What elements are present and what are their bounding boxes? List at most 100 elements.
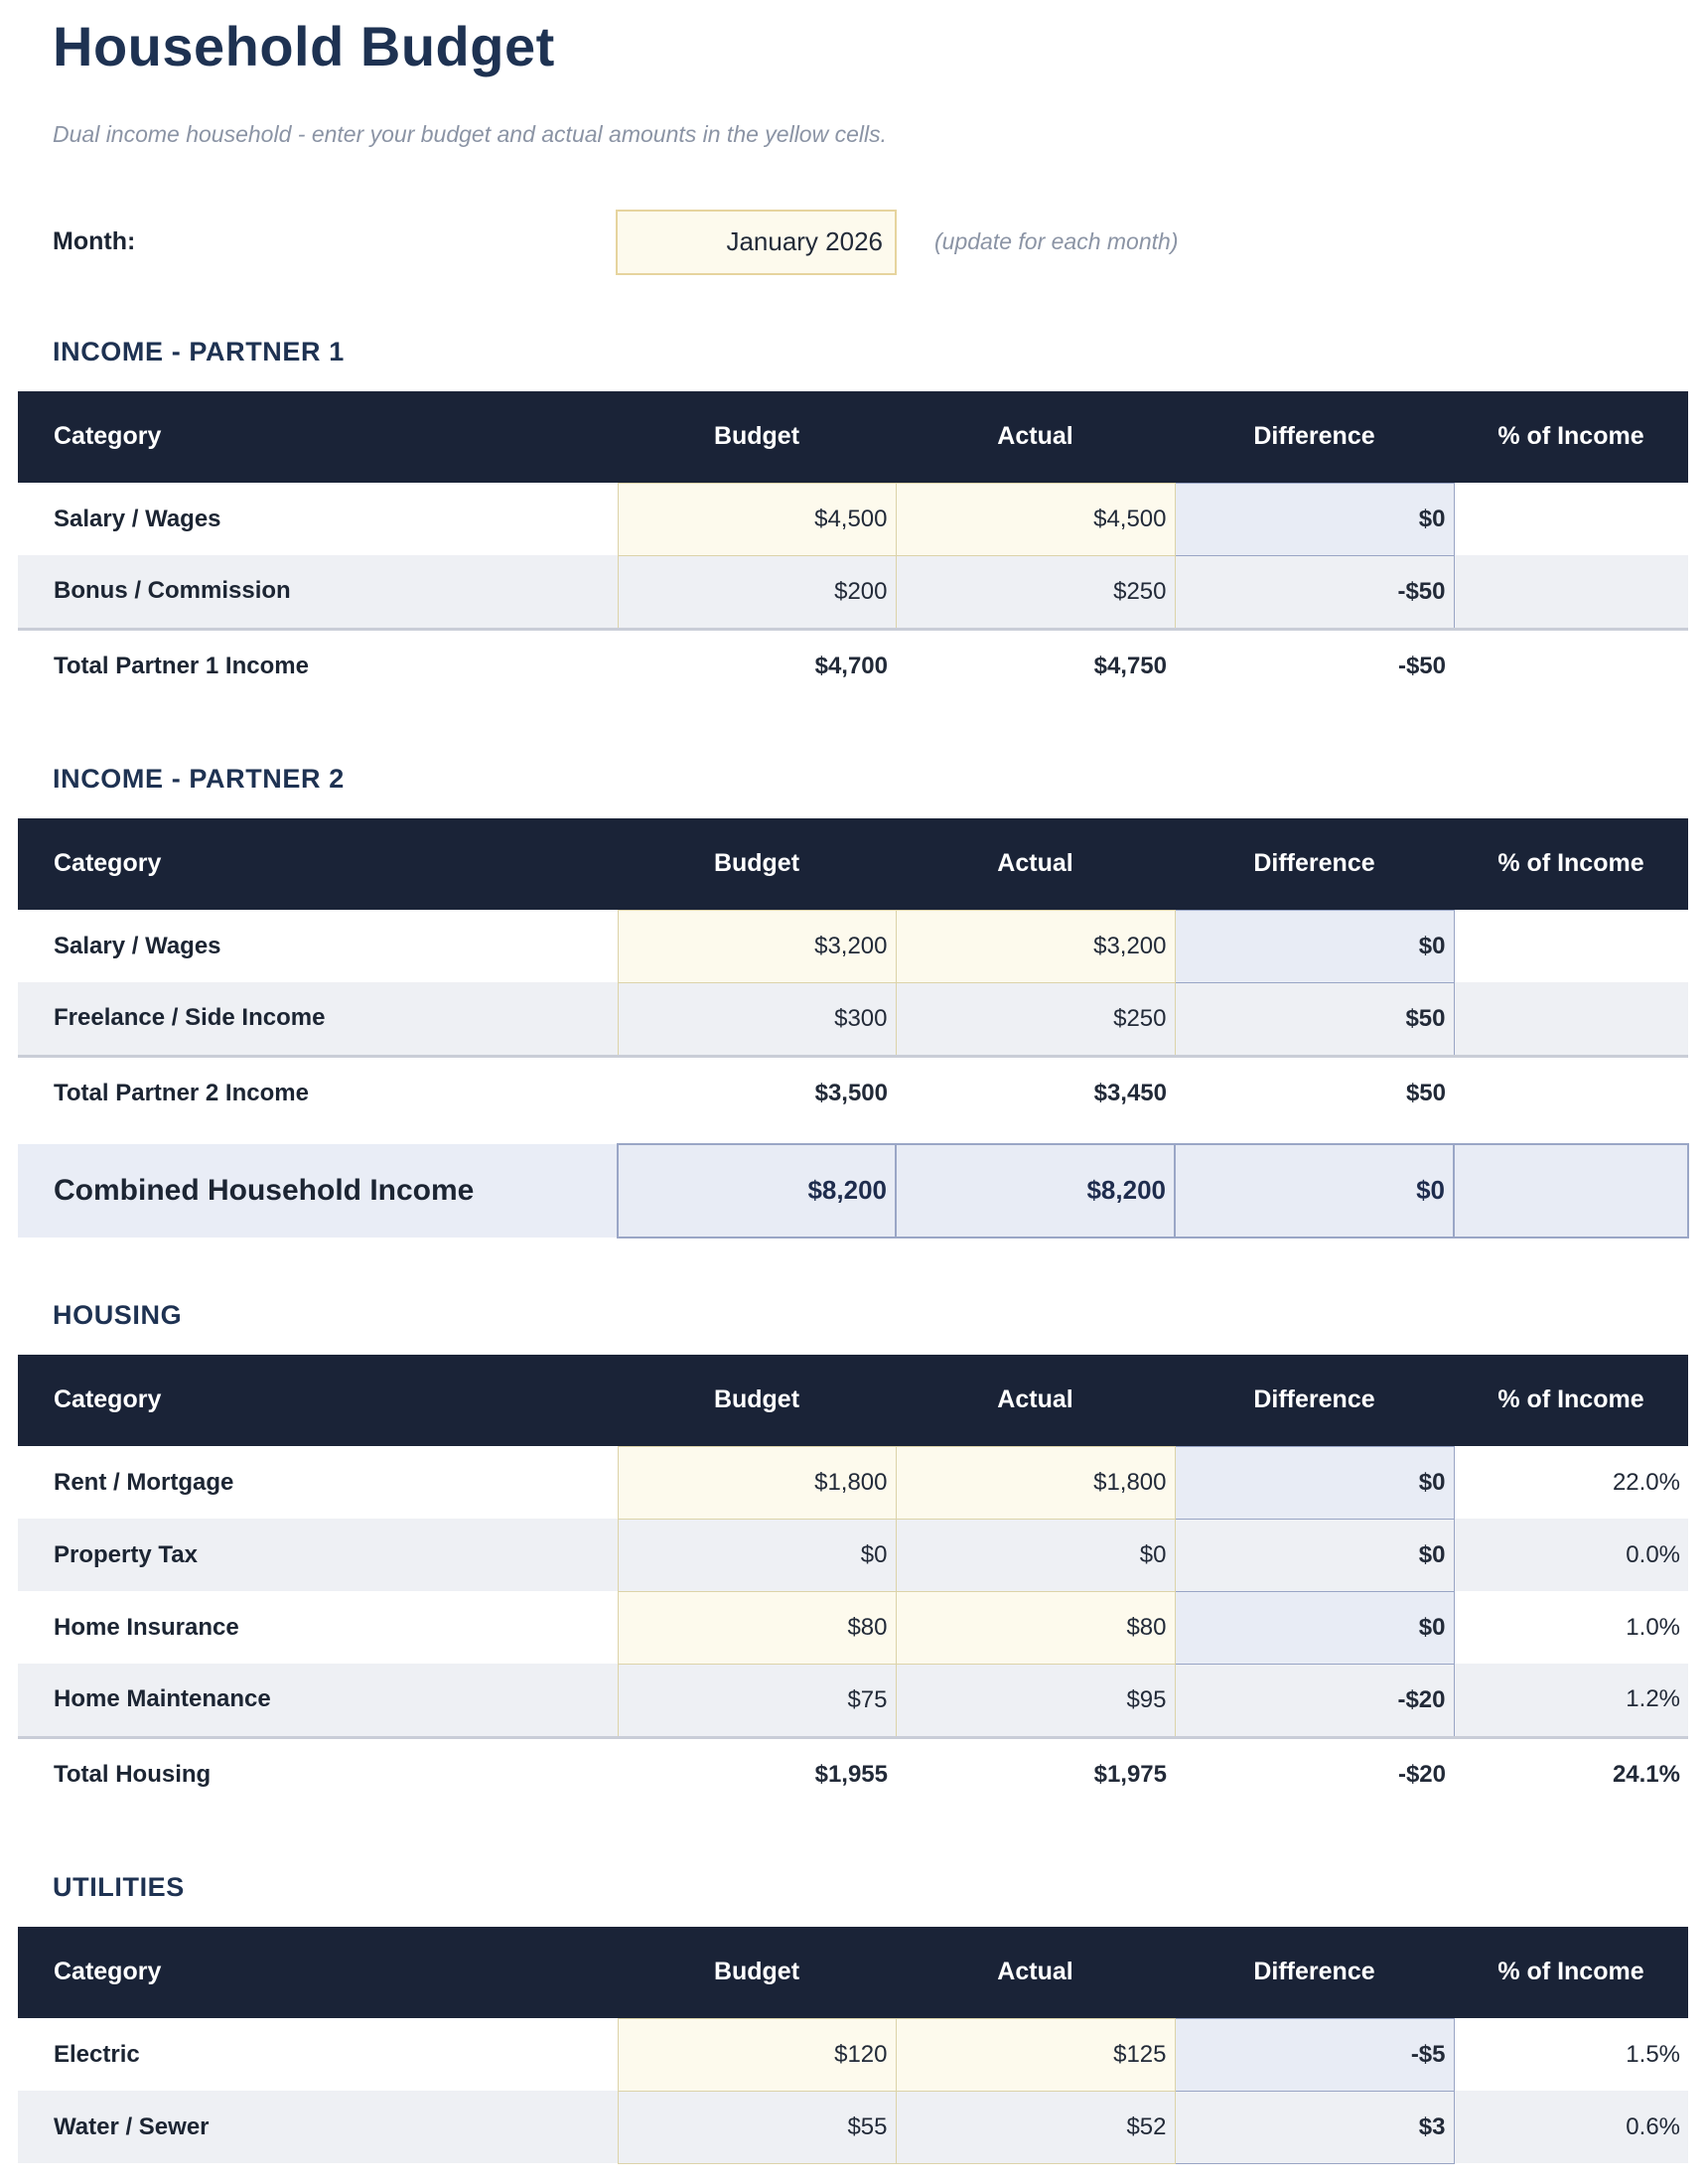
column-header: Actual bbox=[896, 390, 1175, 484]
category-cell: Home Maintenance bbox=[18, 1664, 618, 1738]
budget-input-cell[interactable]: $75 bbox=[617, 1663, 897, 1738]
total-pct-cell: 24.1% bbox=[1454, 1735, 1688, 1811]
combined-actual-cell: $8,200 bbox=[895, 1142, 1176, 1238]
column-header: % of Income bbox=[1454, 817, 1688, 911]
category-cell: Bonus / Commission bbox=[18, 555, 618, 630]
month-label: Month: bbox=[53, 227, 136, 256]
pct-cell: 22.0% bbox=[1454, 1446, 1688, 1520]
column-header: Category bbox=[18, 1354, 618, 1447]
month-input[interactable]: January 2026 bbox=[616, 209, 897, 275]
combined-income-row: Combined Household Income $8,200 $8,200 $0 bbox=[18, 1142, 1689, 1238]
section-title: UTILITIES bbox=[53, 1871, 185, 1902]
total-actual-cell: $4,750 bbox=[896, 627, 1175, 702]
budget-input-cell[interactable]: $3,200 bbox=[617, 909, 897, 983]
column-header: Budget bbox=[618, 1926, 896, 2019]
pct-cell: 1.0% bbox=[1454, 1591, 1688, 1665]
actual-input-cell[interactable]: $3,200 bbox=[895, 909, 1176, 983]
budget-input-cell[interactable]: $200 bbox=[617, 554, 897, 630]
pct-cell bbox=[1454, 555, 1688, 630]
actual-input-cell[interactable]: $0 bbox=[895, 1518, 1176, 1592]
total-budget-cell: $4,700 bbox=[618, 627, 896, 702]
column-header: Difference bbox=[1175, 1354, 1454, 1447]
difference-cell: $0 bbox=[1174, 482, 1455, 556]
actual-input-cell[interactable]: $95 bbox=[895, 1663, 1176, 1738]
category-cell: Freelance / Side Income bbox=[18, 982, 618, 1057]
month-row: Month: January 2026 (update for each mon… bbox=[53, 209, 1707, 275]
difference-cell: $0 bbox=[1174, 1590, 1455, 1665]
difference-cell: $50 bbox=[1174, 981, 1455, 1057]
difference-cell: $0 bbox=[1174, 1518, 1455, 1592]
total-pct-cell bbox=[1454, 1054, 1688, 1129]
actual-input-cell[interactable]: $250 bbox=[895, 554, 1176, 630]
column-header: Actual bbox=[896, 1926, 1175, 2019]
difference-cell: $0 bbox=[1174, 909, 1455, 983]
budget-input-cell[interactable]: $0 bbox=[617, 1518, 897, 1592]
section-title: INCOME - PARTNER 2 bbox=[53, 763, 345, 794]
column-header: Actual bbox=[896, 817, 1175, 911]
budget-input-cell[interactable]: $120 bbox=[617, 2017, 897, 2092]
budget-table: Category Budget Actual Difference% of Incom… bbox=[18, 390, 1688, 702]
actual-input-cell[interactable]: $52 bbox=[895, 2090, 1176, 2164]
actual-input-cell[interactable]: $80 bbox=[895, 1590, 1176, 1665]
budget-input-cell[interactable]: $80 bbox=[617, 1590, 897, 1665]
budget-input-cell[interactable]: $300 bbox=[617, 981, 897, 1057]
category-cell: Salary / Wages bbox=[18, 483, 618, 556]
total-difference-cell: -$50 bbox=[1175, 627, 1454, 702]
total-row: Total Partner 1 Income $4,700 $4,750 -$50 bbox=[18, 627, 1688, 702]
combined-pct-cell bbox=[1453, 1142, 1689, 1238]
category-cell: Electric bbox=[18, 2018, 618, 2092]
budget-input-cell[interactable]: $55 bbox=[617, 2090, 897, 2164]
table-row: Home Maintenance $75 $95 -$20 1.2% bbox=[18, 1663, 1688, 1738]
column-header: % of Income bbox=[1454, 1354, 1688, 1447]
table-header-row: Category Budget Actual Difference% of Incom… bbox=[18, 390, 1688, 484]
column-header: % of Income bbox=[1454, 1926, 1688, 2019]
month-note: (update for each month) bbox=[934, 228, 1179, 255]
budget-table: Category Budget Actual Difference% of Incom… bbox=[18, 1354, 1688, 1811]
column-header: Category bbox=[18, 817, 618, 911]
actual-input-cell[interactable]: $4,500 bbox=[895, 482, 1176, 556]
total-row: Total Housing $1,955 $1,975 -$20 24.1% bbox=[18, 1735, 1688, 1811]
actual-input-cell[interactable]: $125 bbox=[895, 2017, 1176, 2092]
budget-input-cell[interactable]: $4,500 bbox=[617, 482, 897, 556]
difference-cell: $0 bbox=[1174, 1445, 1455, 1520]
total-budget-cell: $3,500 bbox=[618, 1054, 896, 1129]
pct-cell bbox=[1454, 910, 1688, 983]
page-subtitle: Dual income household - enter your budge… bbox=[53, 120, 887, 147]
table-row: Electric $120 $125 -$5 1.5% bbox=[18, 2017, 1688, 2092]
total-label-cell: Total Housing bbox=[18, 1735, 618, 1811]
section-title: HOUSING bbox=[53, 1299, 183, 1330]
column-header: Difference bbox=[1175, 817, 1454, 911]
pct-cell: 0.6% bbox=[1454, 2091, 1688, 2164]
total-row: Total Partner 2 Income $3,500 $3,450 $50 bbox=[18, 1054, 1688, 1129]
table-row: Bonus / Commission $200 $250 -$50 bbox=[18, 554, 1688, 630]
table-header-row: Category Budget Actual Difference% of Incom… bbox=[18, 817, 1688, 911]
pct-cell bbox=[1454, 982, 1688, 1057]
category-cell: Property Tax bbox=[18, 1519, 618, 1592]
difference-cell: -$50 bbox=[1174, 554, 1455, 630]
category-cell: Rent / Mortgage bbox=[18, 1446, 618, 1520]
budget-input-cell[interactable]: $1,800 bbox=[617, 1445, 897, 1520]
column-header: Budget bbox=[618, 1354, 896, 1447]
total-difference-cell: -$20 bbox=[1175, 1735, 1454, 1811]
total-label-cell: Total Partner 2 Income bbox=[18, 1054, 618, 1129]
column-header: Category bbox=[18, 1926, 618, 2019]
budget-table: Category Budget Actual Difference% of Incom… bbox=[18, 817, 1688, 1129]
column-header: Difference bbox=[1175, 390, 1454, 484]
category-cell: Salary / Wages bbox=[18, 910, 618, 983]
column-header: Category bbox=[18, 390, 618, 484]
table-row: Rent / Mortgage $1,800 $1,800 $0 22.0% bbox=[18, 1445, 1688, 1520]
pct-cell: 1.5% bbox=[1454, 2018, 1688, 2092]
column-header: Difference bbox=[1175, 1926, 1454, 2019]
actual-input-cell[interactable]: $1,800 bbox=[895, 1445, 1176, 1520]
total-budget-cell: $1,955 bbox=[618, 1735, 896, 1811]
combined-row: Combined Household Income $8,200 $8,200 $0 bbox=[18, 1142, 1689, 1238]
table-header-row: Category Budget Actual Difference% of Incom… bbox=[18, 1926, 1688, 2019]
total-actual-cell: $3,450 bbox=[896, 1054, 1175, 1129]
column-header: % of Income bbox=[1454, 390, 1688, 484]
pct-cell: 1.2% bbox=[1454, 1664, 1688, 1738]
table-row: Salary / Wages $4,500 $4,500 $0 bbox=[18, 482, 1688, 556]
budget-table: Category Budget Actual Difference% of Incom… bbox=[18, 1926, 1688, 2164]
actual-input-cell[interactable]: $250 bbox=[895, 981, 1176, 1057]
table-row: Property Tax $0 $0 $0 0.0% bbox=[18, 1518, 1688, 1592]
total-label-cell: Total Partner 1 Income bbox=[18, 627, 618, 702]
